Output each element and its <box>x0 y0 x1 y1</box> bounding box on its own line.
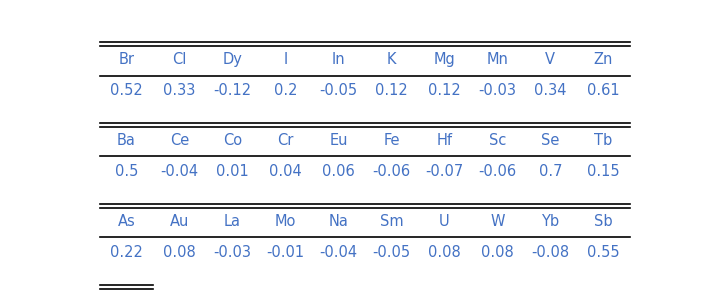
Text: -0.08: -0.08 <box>531 244 570 260</box>
Text: 0.7: 0.7 <box>538 164 562 179</box>
Text: -0.06: -0.06 <box>478 164 516 179</box>
Text: Ba: Ba <box>117 133 136 148</box>
Text: 0.34: 0.34 <box>534 83 567 98</box>
Text: 0.55: 0.55 <box>587 244 619 260</box>
Text: Hf: Hf <box>436 133 452 148</box>
Text: Co: Co <box>223 133 242 148</box>
Text: Mg: Mg <box>434 52 455 67</box>
Text: 0.01: 0.01 <box>216 164 248 179</box>
Text: 0.52: 0.52 <box>110 83 143 98</box>
Text: 0.15: 0.15 <box>587 164 619 179</box>
Text: 0.33: 0.33 <box>163 83 196 98</box>
Text: 0.08: 0.08 <box>481 244 513 260</box>
Text: 0.22: 0.22 <box>110 244 143 260</box>
Text: 0.12: 0.12 <box>428 83 461 98</box>
Text: -0.01: -0.01 <box>266 244 305 260</box>
Text: 0.12: 0.12 <box>375 83 408 98</box>
Text: Br: Br <box>118 52 135 67</box>
Text: -0.05: -0.05 <box>372 244 410 260</box>
Text: 0.06: 0.06 <box>322 164 355 179</box>
Text: Fe: Fe <box>383 133 399 148</box>
Text: As: As <box>117 214 135 229</box>
Text: -0.04: -0.04 <box>320 244 357 260</box>
Text: W: W <box>490 214 505 229</box>
Text: Zn: Zn <box>594 52 613 67</box>
Text: Cl: Cl <box>172 52 187 67</box>
Text: In: In <box>332 52 345 67</box>
Text: Ce: Ce <box>170 133 189 148</box>
Text: -0.05: -0.05 <box>320 83 357 98</box>
Text: -0.03: -0.03 <box>214 244 251 260</box>
Text: V: V <box>545 52 555 67</box>
Text: 0.04: 0.04 <box>269 164 302 179</box>
Text: -0.06: -0.06 <box>372 164 410 179</box>
Text: 0.08: 0.08 <box>428 244 461 260</box>
Text: 0.5: 0.5 <box>115 164 138 179</box>
Text: -0.12: -0.12 <box>214 83 251 98</box>
Text: Mn: Mn <box>486 52 508 67</box>
Text: Sm: Sm <box>379 214 403 229</box>
Text: Mo: Mo <box>275 214 296 229</box>
Text: Au: Au <box>169 214 189 229</box>
Text: -0.07: -0.07 <box>425 164 464 179</box>
Text: La: La <box>224 214 241 229</box>
Text: -0.03: -0.03 <box>478 83 516 98</box>
Text: Tb: Tb <box>594 133 612 148</box>
Text: Cr: Cr <box>277 133 293 148</box>
Text: Se: Se <box>541 133 560 148</box>
Text: 0.2: 0.2 <box>273 83 297 98</box>
Text: Eu: Eu <box>329 133 347 148</box>
Text: 0.61: 0.61 <box>587 83 619 98</box>
Text: 0.08: 0.08 <box>163 244 196 260</box>
Text: Sc: Sc <box>488 133 506 148</box>
Text: U: U <box>439 214 450 229</box>
Text: Dy: Dy <box>223 52 242 67</box>
Text: I: I <box>283 52 288 67</box>
Text: Yb: Yb <box>541 214 560 229</box>
Text: K: K <box>387 52 396 67</box>
Text: -0.04: -0.04 <box>160 164 199 179</box>
Text: Sb: Sb <box>594 214 612 229</box>
Text: Na: Na <box>328 214 348 229</box>
